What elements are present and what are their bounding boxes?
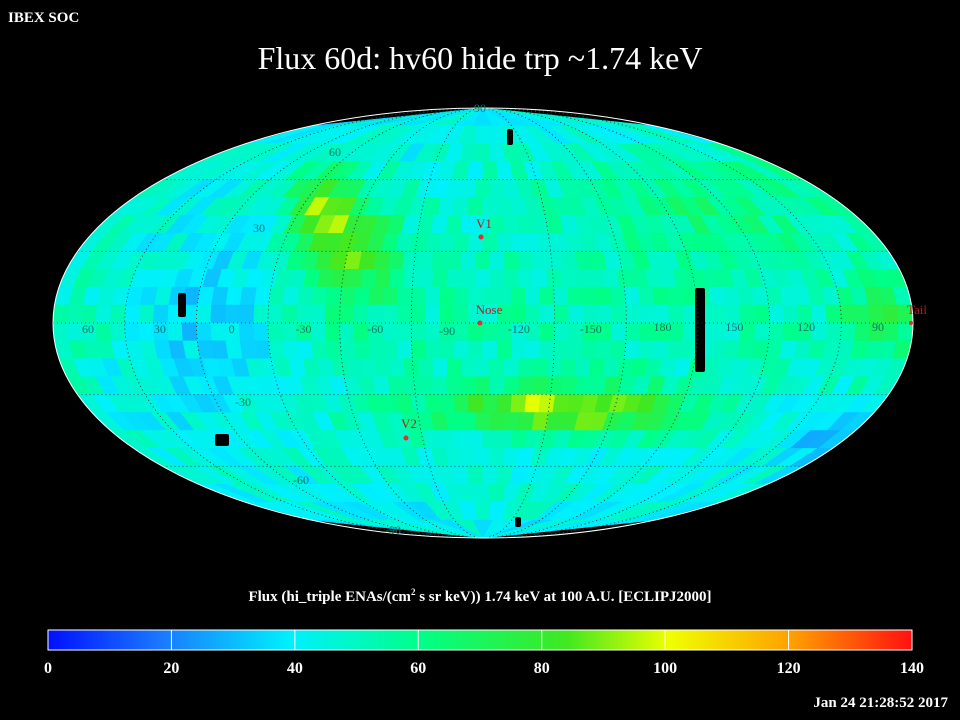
lon-label-4: -60 bbox=[367, 322, 383, 336]
lon-label-1: 30 bbox=[154, 322, 166, 336]
colorbar-tick-label: 100 bbox=[653, 660, 678, 677]
no-data-pixel bbox=[178, 293, 186, 317]
marker-label-v1: V1 bbox=[476, 216, 492, 231]
lat-label-m60: -60 bbox=[293, 473, 309, 487]
colorbar-caption: Flux (hi_triple ENAs/(cm2 s sr keV)) 1.7… bbox=[248, 587, 712, 605]
marker-label-nose: Nose bbox=[476, 302, 503, 317]
no-data-pixel bbox=[695, 288, 705, 372]
colorbar-tick-label: 20 bbox=[163, 660, 180, 677]
marker-label-v2: V2 bbox=[401, 416, 417, 431]
lon-label-3: -30 bbox=[295, 322, 311, 336]
marker-v1 bbox=[478, 234, 484, 240]
marker-v2 bbox=[403, 435, 409, 441]
soc-label: IBEX SOC bbox=[8, 10, 80, 26]
colorbar-tick-label: 40 bbox=[286, 660, 303, 677]
longitude-labels: 60 30 0 -30 -60 -90 -120 -150 180 150 120 90 bbox=[82, 320, 884, 338]
map-title: Flux 60d: hv60 hide trp ~1.74 keV bbox=[257, 40, 703, 76]
lon-label-2: 0 bbox=[229, 322, 235, 336]
lon-label-6: -120 bbox=[508, 322, 530, 336]
lon-label-5: -90 bbox=[439, 324, 455, 338]
graticule bbox=[53, 108, 913, 538]
timestamp: Jan 24 21:28:52 2017 bbox=[813, 695, 948, 711]
no-data-pixel bbox=[507, 129, 513, 145]
colorbar bbox=[47, 629, 913, 651]
colorbar-tick-label: 120 bbox=[776, 660, 801, 677]
lon-label-10: 120 bbox=[797, 320, 815, 334]
lon-label-0: 60 bbox=[82, 322, 94, 336]
no-data-pixel bbox=[215, 434, 229, 446]
marker-nose bbox=[477, 320, 483, 326]
lat-label-m30: -30 bbox=[235, 395, 251, 409]
lon-label-8: 180 bbox=[654, 320, 672, 334]
flux-pixels bbox=[53, 108, 913, 538]
lon-label-7: -150 bbox=[580, 322, 602, 336]
lon-label-9: 150 bbox=[725, 320, 743, 334]
lat-label-60: 60 bbox=[329, 145, 341, 159]
colorbar-ticks bbox=[47, 630, 913, 650]
no-data-pixel bbox=[515, 517, 521, 527]
lon-label-11: 90 bbox=[872, 320, 884, 334]
lat-label-90: 90 bbox=[474, 101, 486, 115]
colorbar-tick-label: 0 bbox=[44, 660, 52, 677]
marker-tail bbox=[909, 321, 913, 325]
colorbar-tick-label: 60 bbox=[410, 660, 427, 677]
marker-label-tail: Tail bbox=[907, 302, 927, 317]
colorbar-gradient bbox=[47, 629, 913, 651]
colorbar-tick-label: 140 bbox=[900, 660, 924, 677]
sky-map: 90 60 30 -30 -60 -90 60 30 0 -30 -60 -90 -120 -… bbox=[52, 101, 927, 539]
colorbar-tick-label: 80 bbox=[533, 660, 550, 677]
lat-label-m90: -90 bbox=[385, 523, 401, 537]
lat-label-30: 30 bbox=[253, 221, 265, 235]
